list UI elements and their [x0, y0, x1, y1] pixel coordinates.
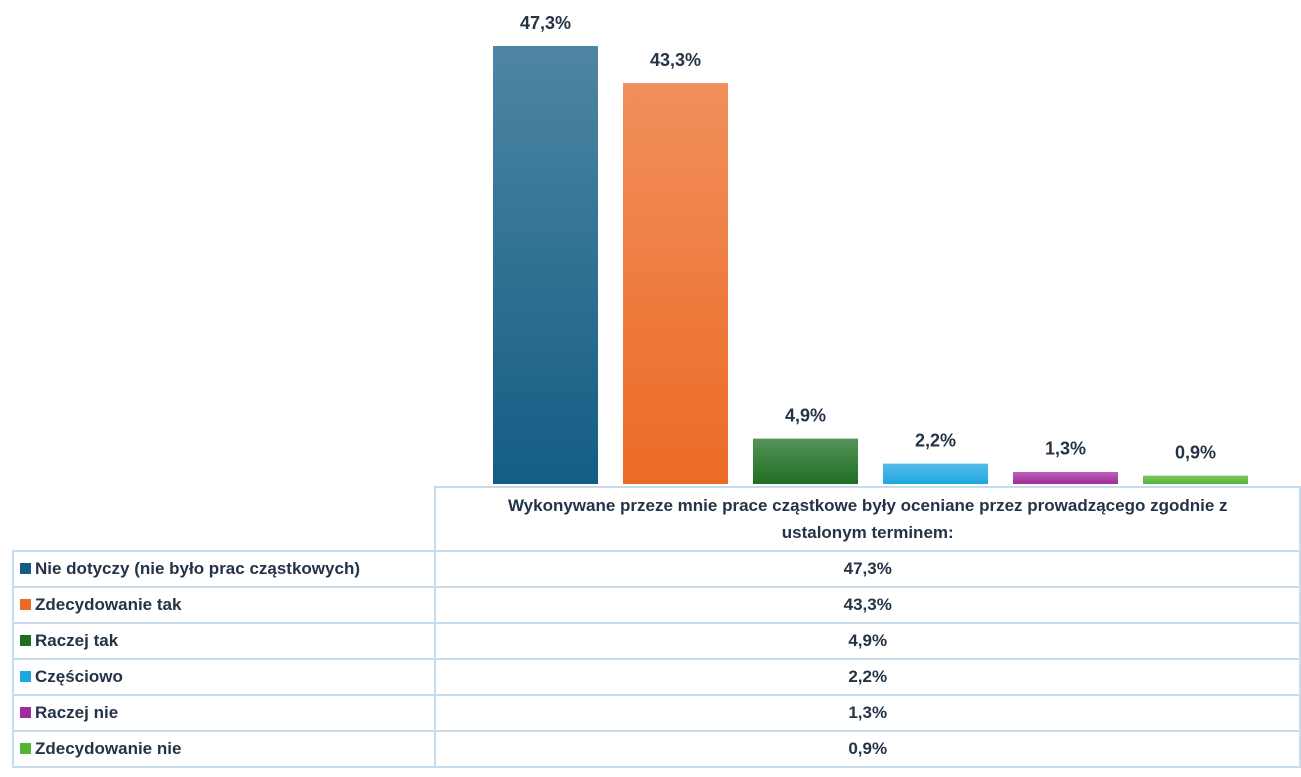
legend-label: Częściowo: [35, 667, 123, 686]
legend-label: Raczej nie: [35, 703, 119, 722]
blank-cell: [13, 487, 437, 552]
legend-key: [20, 635, 31, 646]
table-value: 1,3%: [434, 694, 1301, 732]
table-row: Raczej tak 4,9%: [11, 622, 1301, 660]
table-value: 47,3%: [434, 550, 1301, 588]
header-row: Wykonywane przeze mnie prace cząstkowe b…: [13, 486, 1301, 552]
data-label: 0,9%: [1175, 442, 1216, 462]
bar: [623, 83, 728, 485]
legend-key: [20, 707, 31, 718]
legend-cell: Częściowo: [11, 658, 437, 696]
legend-cell: Raczej tak: [11, 622, 437, 660]
legend-key: [20, 743, 31, 754]
table-row: Nie dotyczy (nie było prac cząstkowych) 4…: [11, 550, 1301, 588]
category-label: Wykonywane przeze mnie prace cząstkowe b…: [434, 486, 1301, 552]
legend-label: Zdecydowanie nie: [35, 739, 182, 758]
legend-key: [20, 671, 31, 682]
bar: [883, 463, 988, 484]
legend-key: [20, 563, 31, 574]
data-label: 4,9%: [785, 405, 826, 425]
legend-cell: Zdecydowanie tak: [11, 586, 437, 624]
legend-label: Zdecydowanie tak: [35, 595, 182, 614]
legend-label: Nie dotyczy (nie było prac cząstkowych): [35, 559, 360, 578]
table-value: 0,9%: [434, 730, 1301, 768]
legend-cell: Raczej nie: [11, 694, 437, 732]
table-row: Zdecydowanie tak 43,3%: [11, 586, 1301, 624]
bar: [1143, 475, 1248, 484]
table-value: 43,3%: [434, 586, 1301, 624]
data-table: Wykonywane przeze mnie prace cząstkowe b…: [11, 486, 1301, 768]
bar: [493, 46, 598, 484]
legend-key: [20, 599, 31, 610]
data-label: 2,2%: [915, 430, 956, 450]
bar: [1013, 471, 1118, 484]
table-row: Raczej nie 1,3%: [11, 694, 1301, 732]
table-row: Zdecydowanie nie 0,9%: [11, 730, 1301, 768]
table-value: 4,9%: [434, 622, 1301, 660]
table-value: 2,2%: [434, 658, 1301, 696]
legend-cell: Nie dotyczy (nie było prac cząstkowych): [11, 550, 437, 588]
bar: [753, 438, 858, 484]
legend-label: Raczej tak: [35, 631, 119, 650]
legend-cell: Zdecydowanie nie: [11, 730, 437, 768]
data-label: 47,3%: [520, 13, 571, 33]
table-row: Częściowo 2,2%: [11, 658, 1301, 696]
data-label: 43,3%: [650, 50, 701, 70]
plot: 47,3% 43,3% 4,9% 2,2% 1,3% 0,9%: [493, 13, 1248, 485]
data-label: 1,3%: [1045, 439, 1086, 459]
